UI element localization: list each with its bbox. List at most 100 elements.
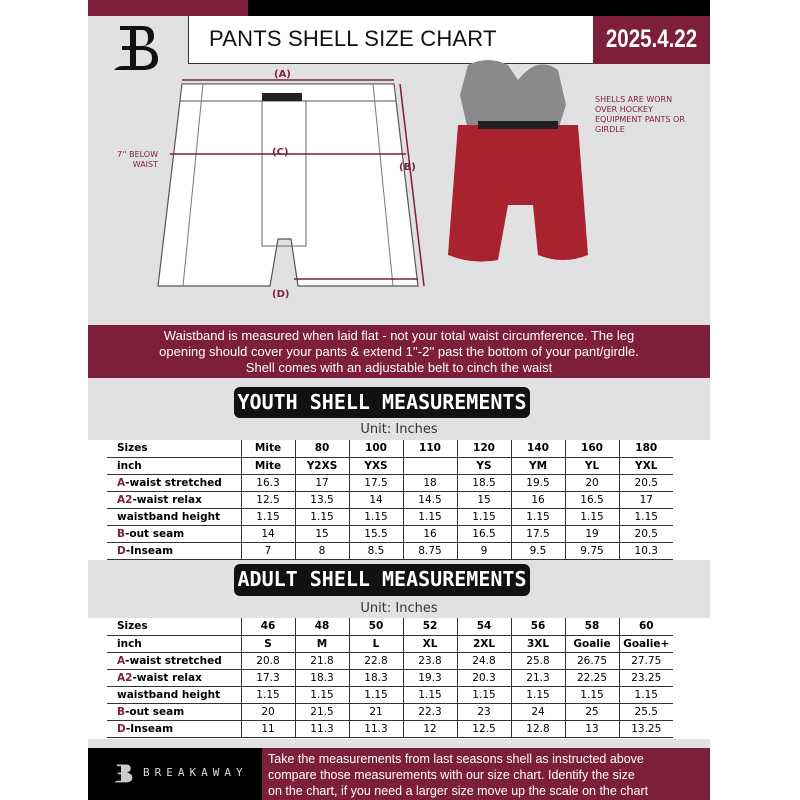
table-cell: 20.5 bbox=[618, 525, 673, 543]
table-cell: 17.5 bbox=[510, 525, 565, 543]
row-label: A2-waist relax bbox=[107, 491, 241, 509]
table-cell: 50 bbox=[348, 618, 403, 636]
footer-line: Take the measurements from last seasons … bbox=[268, 752, 644, 766]
table-cell: 1.15 bbox=[618, 508, 673, 526]
measurement-banner: Waistband is measured when laid flat - n… bbox=[88, 325, 710, 378]
table-cell: YL bbox=[564, 457, 619, 475]
row-label: D-Inseam bbox=[107, 720, 241, 738]
table-cell: S bbox=[240, 635, 295, 653]
table-row: inch S M L XL 2XL 3XL Goalie Goalie+ bbox=[107, 635, 673, 653]
table-cell: 16.5 bbox=[564, 491, 619, 509]
table-cell: 140 bbox=[510, 440, 565, 458]
measure-letter: D bbox=[117, 722, 126, 735]
table-cell: 27.75 bbox=[618, 652, 673, 670]
table-cell: Goalie+ bbox=[618, 635, 673, 653]
measure-label: -waist stretched bbox=[125, 476, 222, 489]
date-badge: 2025.4.22 bbox=[593, 16, 710, 64]
table-cell: 11.3 bbox=[348, 720, 403, 738]
below-waist-note: 7'' BELOW WAIST bbox=[117, 150, 158, 169]
row-label: A-waist stretched bbox=[107, 652, 241, 670]
table-cell: 58 bbox=[564, 618, 619, 636]
table-cell: 14 bbox=[348, 491, 403, 509]
hockey-pants-photo bbox=[448, 60, 588, 262]
table-cell: 18 bbox=[402, 474, 457, 492]
table-row: A2-waist relax 12.5 13.5 14 14.5 15 16 16.5 17 bbox=[107, 491, 673, 509]
table-cell: 1.15 bbox=[348, 686, 403, 704]
table-cell: 20.3 bbox=[456, 669, 511, 687]
table-cell: M bbox=[294, 635, 349, 653]
table-cell: 1.15 bbox=[456, 686, 511, 704]
table-row: waistband height 1.15 1.15 1.15 1.15 1.15 1.15… bbox=[107, 686, 673, 704]
table-cell: 14 bbox=[240, 525, 295, 543]
label-b: (B) bbox=[399, 162, 416, 173]
table-cell: 20.8 bbox=[240, 652, 295, 670]
table-cell: 8.5 bbox=[348, 542, 403, 560]
table-cell: 160 bbox=[564, 440, 619, 458]
table-cell: 23.25 bbox=[618, 669, 673, 687]
table-cell: 21.3 bbox=[510, 669, 565, 687]
table-cell: 25.5 bbox=[618, 703, 673, 721]
measure-label: waistband height bbox=[117, 510, 221, 523]
banner-line: opening should cover your pants & extend… bbox=[159, 344, 639, 359]
row-label: A2-waist relax bbox=[107, 669, 241, 687]
table-row: A2-waist relax 17.3 18.3 18.3 19.3 20.3 21.3 22… bbox=[107, 669, 673, 687]
table-cell: 8.75 bbox=[402, 542, 457, 560]
table-cell: 52 bbox=[402, 618, 457, 636]
table-cell: 56 bbox=[510, 618, 565, 636]
table-cell: 17.3 bbox=[240, 669, 295, 687]
table-cell: 9.75 bbox=[564, 542, 619, 560]
shell-note: SHELLS ARE WORN OVER HOCKEY EQUIPMENT PA… bbox=[595, 95, 685, 134]
table-cell: 1.15 bbox=[456, 508, 511, 526]
youth-unit: Unit: Inches bbox=[360, 422, 438, 437]
table-cell: 18.3 bbox=[294, 669, 349, 687]
size-chart-card: PANTS SHELL SIZE CHART 2025.4.22 (A) (C)… bbox=[88, 0, 710, 800]
footer-line: compare those measurements with our size… bbox=[268, 768, 635, 782]
footer-logo-icon bbox=[114, 764, 133, 783]
measure-letter: B bbox=[117, 527, 126, 540]
measure-label: -waist relax bbox=[132, 493, 202, 506]
breakaway-logo-icon bbox=[114, 26, 158, 70]
table-cell: 54 bbox=[456, 618, 511, 636]
table-cell: L bbox=[348, 635, 403, 653]
table-cell: 24 bbox=[510, 703, 565, 721]
table-cell: YS bbox=[456, 457, 511, 475]
table-cell: 1.15 bbox=[510, 508, 565, 526]
measure-letter: A bbox=[117, 476, 126, 489]
table-cell: 12.5 bbox=[240, 491, 295, 509]
measure-label: -waist relax bbox=[132, 671, 202, 684]
table-row: inch Mite Y2XS YXS YS YM YL YXL bbox=[107, 457, 673, 475]
table-cell: 23.8 bbox=[402, 652, 457, 670]
measure-letter: A2 bbox=[117, 671, 133, 684]
table-cell: 9 bbox=[456, 542, 511, 560]
row-label: B-out seam bbox=[107, 525, 241, 543]
row-label: inch bbox=[107, 635, 241, 653]
table-cell: 26.75 bbox=[564, 652, 619, 670]
adult-table: Sizes 46 48 50 52 54 56 58 60 inch S M L XL 2XL 3XL Goal… bbox=[107, 618, 673, 738]
table-cell: 46 bbox=[240, 618, 295, 636]
row-label: Sizes bbox=[107, 618, 241, 636]
table-cell: 22.3 bbox=[402, 703, 457, 721]
measure-label: Sizes bbox=[117, 442, 148, 455]
table-cell: 16 bbox=[510, 491, 565, 509]
table-row: Sizes Mite 80 100 110 120 140 160 180 bbox=[107, 440, 673, 458]
footer-brand-panel bbox=[88, 748, 262, 800]
row-label: A-waist stretched bbox=[107, 474, 241, 492]
table-row: A-waist stretched 20.8 21.8 22.8 23.8 24.8 25.… bbox=[107, 652, 673, 670]
table-cell: 12 bbox=[402, 720, 457, 738]
table-cell: 80 bbox=[294, 440, 349, 458]
table-cell: 20 bbox=[240, 703, 295, 721]
table-cell: 1.15 bbox=[564, 686, 619, 704]
table-cell: 14.5 bbox=[402, 491, 457, 509]
row-label: inch bbox=[107, 457, 241, 475]
banner-line: Shell comes with an adjustable belt to c… bbox=[245, 360, 553, 375]
table-cell: XL bbox=[402, 635, 457, 653]
table-row: B-out seam 14 15 15.5 16 16.5 17.5 19 20.5 bbox=[107, 525, 673, 543]
measure-label: Sizes bbox=[117, 620, 148, 633]
table-cell: 7 bbox=[240, 542, 295, 560]
table-cell: 48 bbox=[294, 618, 349, 636]
table-row: D-Inseam 7 8 8.5 8.75 9 9.5 9.75 10.3 bbox=[107, 542, 673, 560]
table-row: B-out seam 20 21.5 21 22.3 23 24 25 25.5 bbox=[107, 703, 673, 721]
measure-label: inch bbox=[117, 637, 142, 650]
youth-table: Sizes Mite 80 100 110 120 140 160 180 inch Mite Y2X… bbox=[107, 440, 673, 560]
table-cell: 17.5 bbox=[348, 474, 403, 492]
